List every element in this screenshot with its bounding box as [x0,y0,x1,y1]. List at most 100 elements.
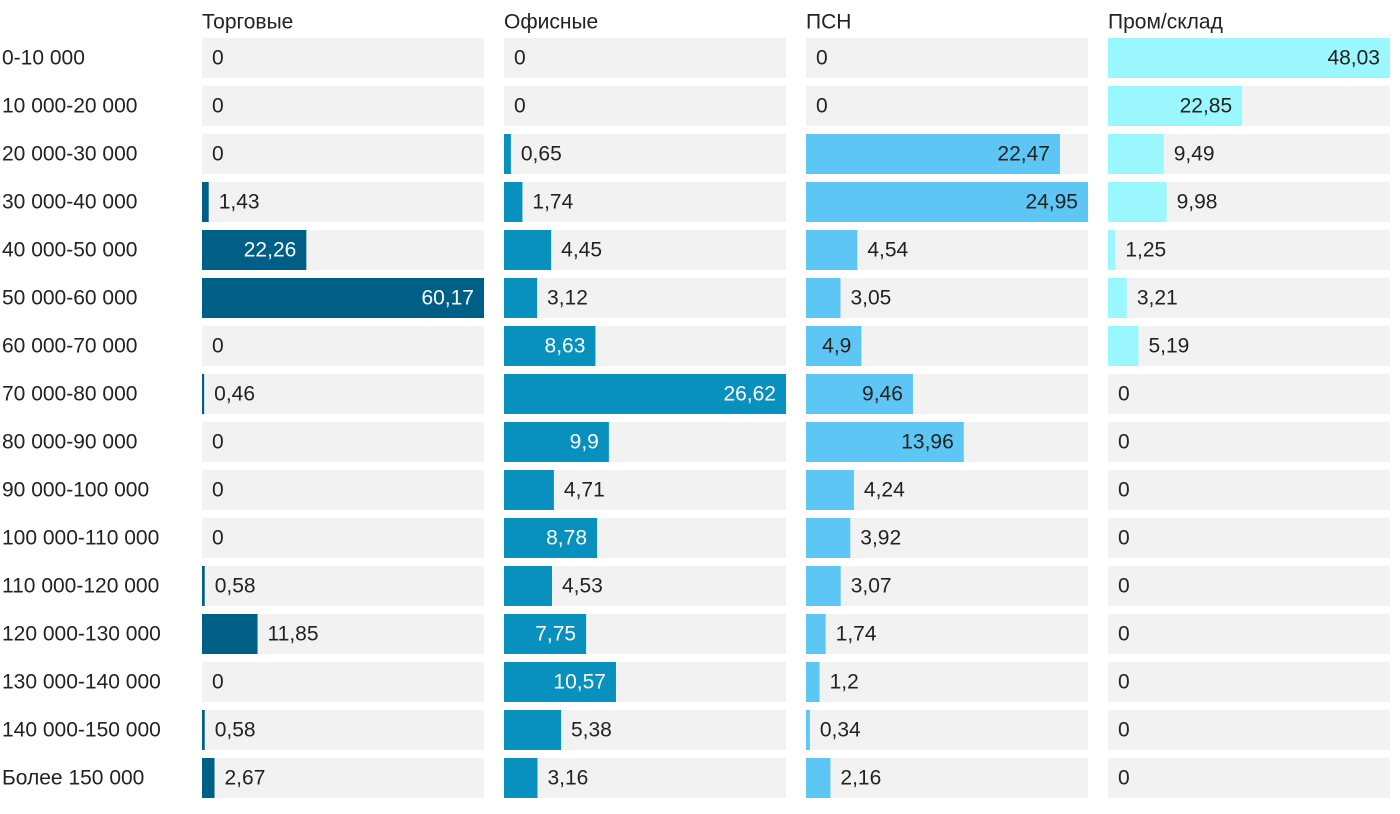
value-label: 4,53 [562,575,603,598]
bar [1108,326,1139,366]
category-label: 30 000-40 000 [2,191,137,214]
bar-track [202,422,484,462]
bar [806,662,820,702]
value-label: 1,74 [532,191,573,214]
bar-track [1108,326,1390,366]
bar [504,134,511,174]
value-label: 0 [816,47,828,70]
value-label: 4,54 [867,239,908,262]
category-label: 130 000-140 000 [2,671,161,694]
bar [504,182,523,222]
value-label: 60,17 [421,287,474,310]
bar-track [202,326,484,366]
value-label: 7,75 [535,623,576,646]
bar-track [202,86,484,126]
value-label: 3,21 [1137,287,1178,310]
bar-track [1108,278,1390,318]
series-header: Пром/склад [1108,11,1223,34]
value-label: 5,19 [1148,335,1189,358]
bar [504,422,609,462]
bar-track [1108,566,1390,606]
series-header: Офисные [504,11,598,34]
bar [1108,278,1127,318]
bar-track [202,470,484,510]
bar-track [1108,758,1390,798]
value-label: 8,63 [545,335,586,358]
bar [1108,134,1164,174]
bar-track [806,662,1088,702]
category-label: 90 000-100 000 [2,479,149,502]
value-label: 0 [1118,575,1130,598]
value-label: 9,46 [862,383,903,406]
bar-track [504,278,786,318]
bar-track [1108,710,1390,750]
bar [1108,86,1243,126]
value-label: 0 [212,431,224,454]
value-label: 3,12 [547,287,588,310]
bar [202,278,484,318]
bar-track [504,182,786,222]
value-label: 0,65 [521,143,562,166]
bar [504,710,561,750]
value-label: 0 [1118,527,1130,550]
category-label: Более 150 000 [2,767,144,790]
value-label: 9,49 [1174,143,1215,166]
value-label: 0 [212,335,224,358]
value-label: 3,92 [860,527,901,550]
bar [202,230,307,270]
value-label: 0 [514,95,526,118]
bar [504,326,596,366]
value-label: 8,78 [546,527,587,550]
category-label: 0-10 000 [2,47,85,70]
bar [202,710,205,750]
bar [504,758,538,798]
bar [1108,182,1167,222]
bar [806,710,810,750]
bar-track [1108,518,1390,558]
value-label: 3,16 [547,767,588,790]
series-header: ПСН [806,11,851,34]
value-label: 0 [514,47,526,70]
bar-track [806,566,1088,606]
value-label: 4,45 [561,239,602,262]
bar [504,374,786,414]
value-label: 0 [1118,767,1130,790]
value-label: 10,57 [553,671,606,694]
bar-track [202,710,484,750]
value-label: 4,71 [564,479,605,502]
value-label: 0 [212,143,224,166]
value-label: 0,58 [215,719,256,742]
bar-track [202,662,484,702]
bar [504,470,554,510]
bar [504,278,538,318]
bar [504,614,587,654]
value-label: 1,25 [1125,239,1166,262]
category-label: 70 000-80 000 [2,383,137,406]
bar-track [504,758,786,798]
value-label: 9,98 [1177,191,1218,214]
bar [806,422,964,462]
bar [202,374,205,414]
bar-track [1108,614,1390,654]
value-label: 0 [1118,479,1130,502]
bar [806,470,854,510]
bar-track [806,278,1088,318]
value-label: 0,34 [820,719,861,742]
bar-track [202,374,484,414]
bar [806,374,913,414]
bar [1108,38,1390,78]
bar-track [1108,470,1390,510]
category-label: 50 000-60 000 [2,287,137,310]
bar [806,758,831,798]
bar-track [806,614,1088,654]
value-label: 0 [212,527,224,550]
value-label: 3,07 [851,575,892,598]
category-label: 140 000-150 000 [2,719,161,742]
bar [806,134,1060,174]
value-label: 0 [212,671,224,694]
value-label: 48,03 [1327,47,1380,70]
value-label: 4,24 [864,479,905,502]
bar [504,566,552,606]
category-label: 80 000-90 000 [2,431,137,454]
bar [806,614,826,654]
